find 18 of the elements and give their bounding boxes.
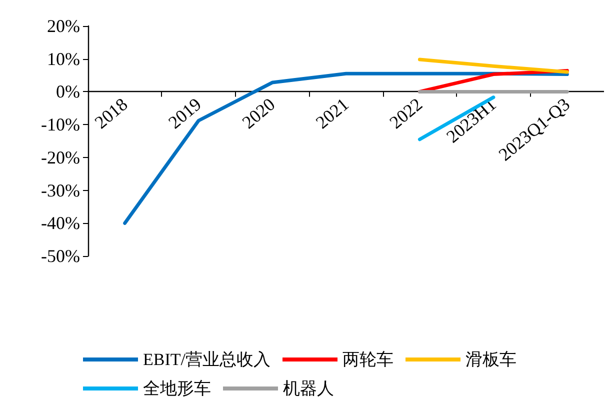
x-tick-label: 2020: [238, 94, 279, 133]
x-tick-label: 2022: [386, 94, 426, 133]
y-tick-label: -30%: [41, 180, 80, 200]
y-tick-label: -40%: [41, 213, 80, 234]
y-tick-label: -50%: [41, 246, 80, 266]
y-tick-label: -20%: [41, 147, 80, 168]
x-tick-label: 2019: [164, 94, 205, 133]
y-tick-label: 0%: [56, 82, 80, 102]
y-tick-label: 20%: [47, 16, 80, 36]
x-tick-label: 2021: [312, 94, 352, 133]
y-tick-label: -10%: [41, 114, 80, 135]
x-tick-label: 2018: [90, 94, 132, 133]
legend-label: 机器人: [283, 379, 334, 398]
legend-label: 滑板车: [465, 350, 516, 369]
legend-label: 全地形车: [143, 379, 211, 398]
y-tick-label: 10%: [47, 48, 80, 69]
legend-label: 两轮车: [342, 350, 394, 369]
legend-label: EBIT/营业总收入: [143, 350, 270, 369]
